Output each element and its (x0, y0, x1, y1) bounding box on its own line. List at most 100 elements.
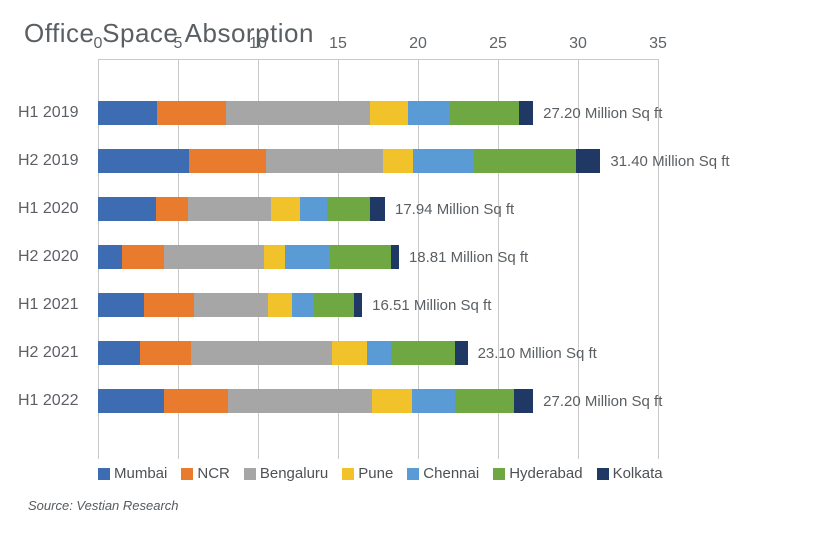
bar-segment-chennai (300, 197, 327, 221)
row-label: H1 2020 (18, 200, 90, 218)
legend: Mumbai NCR Bengaluru Pune Chennai Hyderabad Ko… (98, 465, 815, 482)
legend-swatch (597, 468, 609, 480)
row-label: H1 2019 (18, 104, 90, 122)
legend-swatch (493, 468, 505, 480)
legend-item-mumbai: Mumbai (98, 465, 167, 482)
bar-segment-hyderabad (391, 341, 455, 365)
bar-row: H2 201931.40 Million Sq ft (98, 137, 787, 185)
bar-segment-kolkata (455, 341, 468, 365)
plot-area: 05101520253035 H1 201927.20 Million Sq f… (98, 59, 787, 459)
bar-segment-chennai (408, 101, 450, 125)
bar-segment-kolkata (576, 149, 600, 173)
row-total-label: 18.81 Million Sq ft (409, 249, 528, 266)
legend-swatch (98, 468, 110, 480)
bar-segment-hyderabad (450, 101, 519, 125)
legend-swatch (244, 468, 256, 480)
bar-segment-hyderabad (314, 293, 354, 317)
row-total-label: 31.40 Million Sq ft (610, 153, 729, 170)
bar-segment-mumbai (98, 197, 156, 221)
legend-label: Hyderabad (509, 465, 582, 482)
legend-label: NCR (197, 465, 230, 482)
bar-segment-pune (332, 341, 367, 365)
bar-segment-pune (383, 149, 413, 173)
legend-item-ncr: NCR (181, 465, 230, 482)
bar-segment-pune (271, 197, 300, 221)
x-tick-label: 25 (489, 35, 507, 53)
x-tick-label: 0 (94, 35, 103, 53)
bar-segment-kolkata (354, 293, 362, 317)
legend-swatch (181, 468, 193, 480)
row-label: H1 2021 (18, 296, 90, 314)
stacked-bar (98, 245, 399, 269)
legend-item-bengaluru: Bengaluru (244, 465, 328, 482)
legend-label: Chennai (423, 465, 479, 482)
stacked-bar (98, 197, 385, 221)
x-tick-label: 20 (409, 35, 427, 53)
bar-segment-bengaluru (266, 149, 383, 173)
stacked-bar (98, 149, 600, 173)
legend-label: Bengaluru (260, 465, 328, 482)
bar-segment-chennai (292, 293, 314, 317)
bar-segment-pune (370, 101, 408, 125)
bar-segment-bengaluru (164, 245, 265, 269)
row-label: H2 2019 (18, 152, 90, 170)
bar-segment-chennai (412, 389, 455, 413)
legend-label: Mumbai (114, 465, 167, 482)
bar-segment-ncr (164, 389, 228, 413)
bar-segment-bengaluru (191, 341, 332, 365)
bar-segment-ncr (122, 245, 164, 269)
bar-segment-pune (372, 389, 412, 413)
legend-item-chennai: Chennai (407, 465, 479, 482)
bar-row: H1 202227.20 Million Sq ft (98, 377, 787, 425)
bar-segment-mumbai (98, 245, 122, 269)
bar-segment-bengaluru (188, 197, 271, 221)
bar-segment-kolkata (519, 101, 533, 125)
row-total-label: 17.94 Million Sq ft (395, 201, 514, 218)
bar-row: H1 202017.94 Million Sq ft (98, 185, 787, 233)
bar-segment-mumbai (98, 341, 140, 365)
bar-segment-kolkata (370, 197, 385, 221)
bar-segment-kolkata (391, 245, 399, 269)
bars-group: H1 201927.20 Million Sq ftH2 201931.40 M… (98, 89, 787, 425)
legend-item-kolkata: Kolkata (597, 465, 663, 482)
bar-segment-hyderabad (330, 245, 391, 269)
bar-segment-chennai (367, 341, 391, 365)
legend-item-hyderabad: Hyderabad (493, 465, 582, 482)
bar-segment-mumbai (98, 101, 157, 125)
bar-segment-hyderabad (327, 197, 370, 221)
bar-segment-ncr (189, 149, 266, 173)
bar-segment-pune (264, 245, 285, 269)
bar-segment-hyderabad (474, 149, 576, 173)
chart-container: Office Space Absorption 05101520253035 H… (0, 0, 833, 547)
bar-segment-chennai (413, 149, 474, 173)
source-citation: Source: Vestian Research (28, 498, 815, 513)
bar-segment-kolkata (514, 389, 533, 413)
x-tick-label: 5 (174, 35, 183, 53)
bar-segment-bengaluru (228, 389, 372, 413)
legend-item-pune: Pune (342, 465, 393, 482)
x-tick-label: 10 (249, 35, 267, 53)
stacked-bar (98, 101, 533, 125)
bar-row: H2 202123.10 Million Sq ft (98, 329, 787, 377)
bar-segment-ncr (140, 341, 191, 365)
legend-label: Kolkata (613, 465, 663, 482)
bar-segment-mumbai (98, 389, 164, 413)
x-tick-label: 15 (329, 35, 347, 53)
bar-segment-chennai (285, 245, 330, 269)
stacked-bar (98, 293, 362, 317)
row-label: H2 2021 (18, 344, 90, 362)
bar-segment-bengaluru (194, 293, 268, 317)
bar-segment-mumbai (98, 149, 189, 173)
stacked-bar (98, 389, 533, 413)
legend-swatch (407, 468, 419, 480)
bar-segment-ncr (156, 197, 188, 221)
bar-segment-ncr (157, 101, 226, 125)
row-total-label: 27.20 Million Sq ft (543, 105, 662, 122)
bar-segment-pune (268, 293, 292, 317)
row-total-label: 23.10 Million Sq ft (478, 345, 597, 362)
bar-segment-mumbai (98, 293, 144, 317)
bar-segment-ncr (144, 293, 194, 317)
bar-row: H1 201927.20 Million Sq ft (98, 89, 787, 137)
bar-row: H2 202018.81 Million Sq ft (98, 233, 787, 281)
row-label: H2 2020 (18, 248, 90, 266)
